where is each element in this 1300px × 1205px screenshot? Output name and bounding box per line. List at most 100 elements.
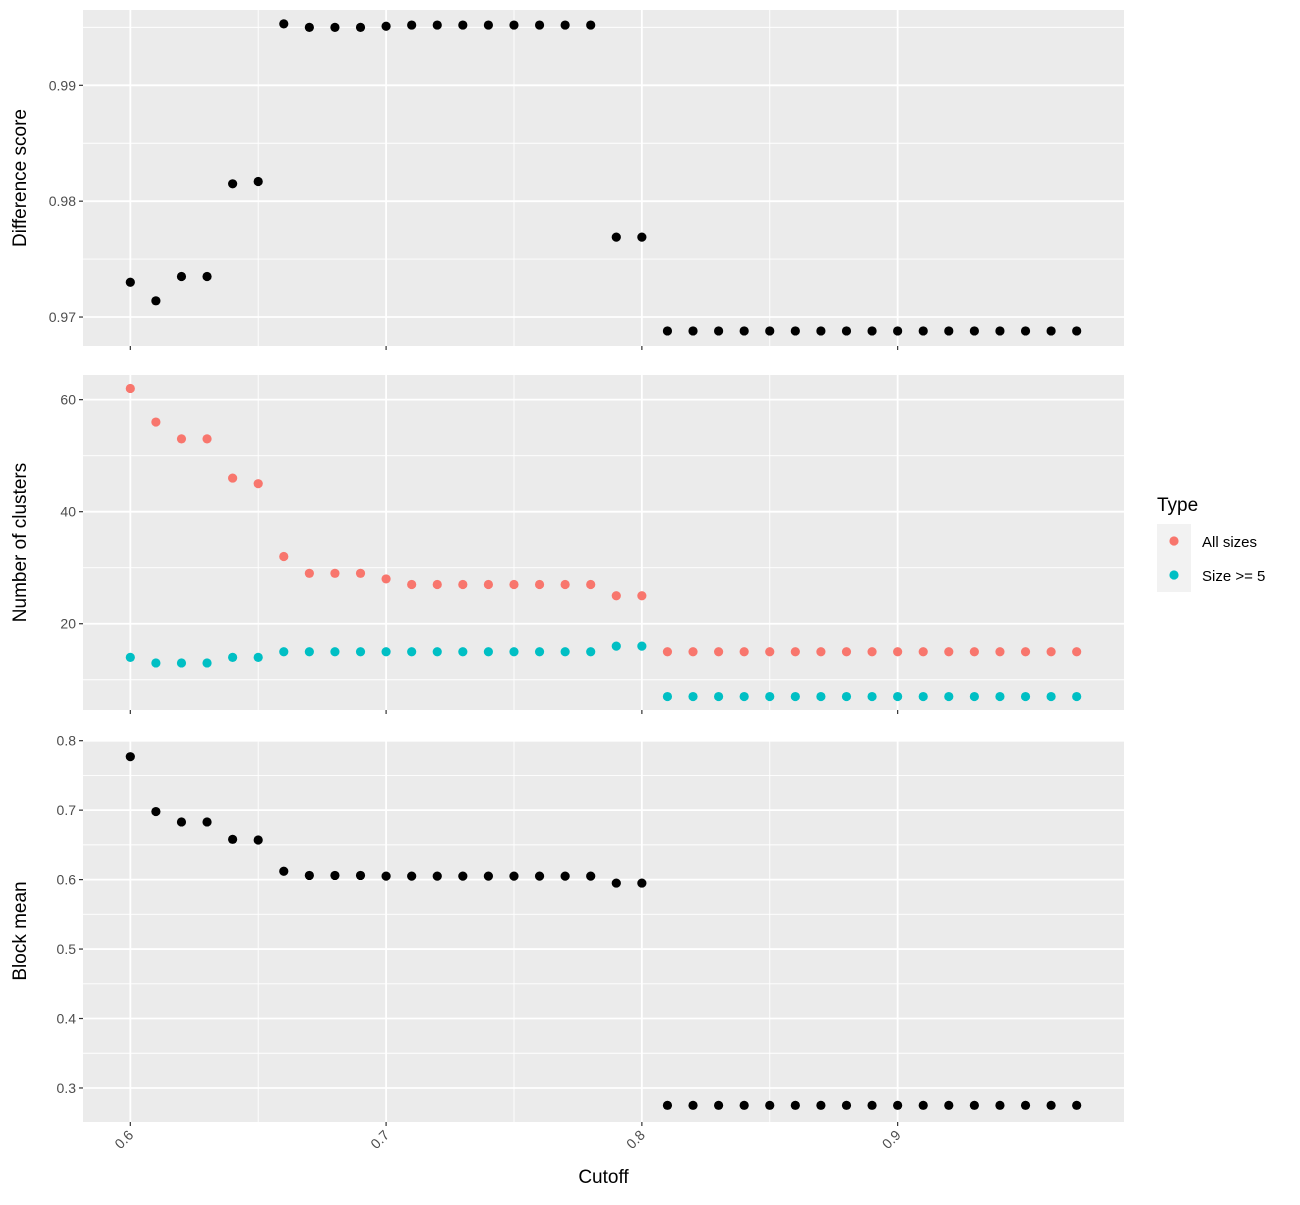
y-tick-label: 20 [60, 616, 76, 632]
data-point [739, 326, 749, 336]
data-point [662, 326, 673, 336]
data-point [202, 271, 212, 282]
data-point [125, 752, 135, 762]
data-point [407, 871, 417, 881]
data-point [918, 326, 928, 336]
data-point [867, 1100, 877, 1110]
data-point [918, 1100, 928, 1110]
data-point [381, 871, 391, 881]
data-point [893, 647, 903, 657]
data-point [458, 647, 468, 657]
data-point [228, 652, 238, 662]
data-point [483, 871, 494, 881]
data-point [765, 326, 775, 336]
data-point [483, 20, 494, 30]
data-point [944, 326, 954, 336]
data-point [995, 647, 1005, 657]
data-point [637, 232, 647, 242]
data-point [688, 1100, 698, 1110]
data-point [944, 1100, 954, 1110]
data-point [483, 647, 494, 657]
y-axis-title: Number of clusters [10, 463, 31, 622]
data-point [688, 326, 698, 336]
data-point [176, 817, 187, 827]
data-point [1072, 1100, 1082, 1110]
data-point [560, 20, 570, 30]
facet-panel-2: 20 40 60 Number of clusters [10, 375, 1124, 714]
panel-background [83, 375, 1124, 710]
data-point [1046, 326, 1056, 336]
data-point [330, 870, 340, 881]
data-point [125, 277, 135, 287]
data-point [381, 574, 391, 584]
y-tick-label: 0.4 [57, 1011, 77, 1027]
x-tick-label: 0.8 [623, 1127, 648, 1152]
data-point [253, 176, 263, 187]
x-tick-label: 0.7 [367, 1127, 392, 1152]
facet-panel-1: 0.97 0.98 0.99 Difference score [10, 10, 1124, 350]
data-point [458, 20, 468, 30]
data-point [228, 179, 238, 189]
data-point [611, 232, 621, 242]
data-point [893, 691, 903, 702]
data-point [560, 579, 570, 590]
data-point [125, 383, 135, 394]
data-point [483, 579, 494, 590]
data-point [893, 1100, 903, 1110]
y-tick-label: 0.8 [57, 733, 77, 749]
data-point [790, 647, 800, 657]
data-point [253, 652, 263, 662]
y-tick-label: 0.3 [57, 1080, 77, 1096]
data-point [790, 326, 800, 336]
legend-swatch [1169, 570, 1179, 580]
data-point [995, 326, 1005, 336]
data-point [739, 691, 749, 702]
data-point [586, 871, 596, 881]
data-point [1046, 647, 1056, 657]
data-point [1046, 1100, 1056, 1110]
data-point [202, 658, 212, 668]
data-point [228, 473, 238, 483]
legend-entry-label: All sizes [1202, 534, 1257, 551]
data-point [1072, 647, 1082, 657]
data-point [1020, 691, 1031, 702]
data-point [713, 691, 724, 702]
data-point [304, 22, 314, 32]
data-point [202, 817, 212, 827]
data-point [151, 806, 161, 817]
data-point [995, 1100, 1005, 1110]
data-point [355, 568, 366, 578]
data-point [944, 691, 954, 702]
data-point [279, 19, 289, 29]
data-point [509, 871, 519, 881]
legend-entry-label: Size >= 5 [1202, 568, 1265, 585]
data-point [304, 870, 314, 881]
data-point [969, 691, 979, 702]
data-point [253, 835, 263, 845]
y-tick-label: 0.5 [57, 941, 77, 957]
data-point [662, 691, 673, 702]
data-point [662, 647, 673, 657]
y-axis-title: Difference score [10, 109, 31, 247]
data-point [458, 871, 468, 881]
x-axis-title: Cutoff [578, 1167, 629, 1188]
legend-swatch [1169, 536, 1179, 546]
y-tick-label: 40 [60, 504, 76, 520]
data-point [739, 647, 749, 657]
data-point [816, 326, 826, 336]
y-tick-label: 0.99 [49, 77, 76, 93]
data-point [765, 1100, 775, 1110]
y-tick-label: 60 [60, 392, 76, 408]
data-point [509, 647, 519, 657]
legend-title: Type [1157, 495, 1198, 516]
data-point [1020, 326, 1031, 336]
data-point [253, 479, 263, 489]
y-tick-label: 0.7 [57, 802, 77, 818]
data-point [1072, 326, 1082, 336]
data-point [330, 22, 340, 32]
panel-background [83, 10, 1124, 346]
data-point [662, 1100, 673, 1110]
data-point [739, 1100, 749, 1110]
